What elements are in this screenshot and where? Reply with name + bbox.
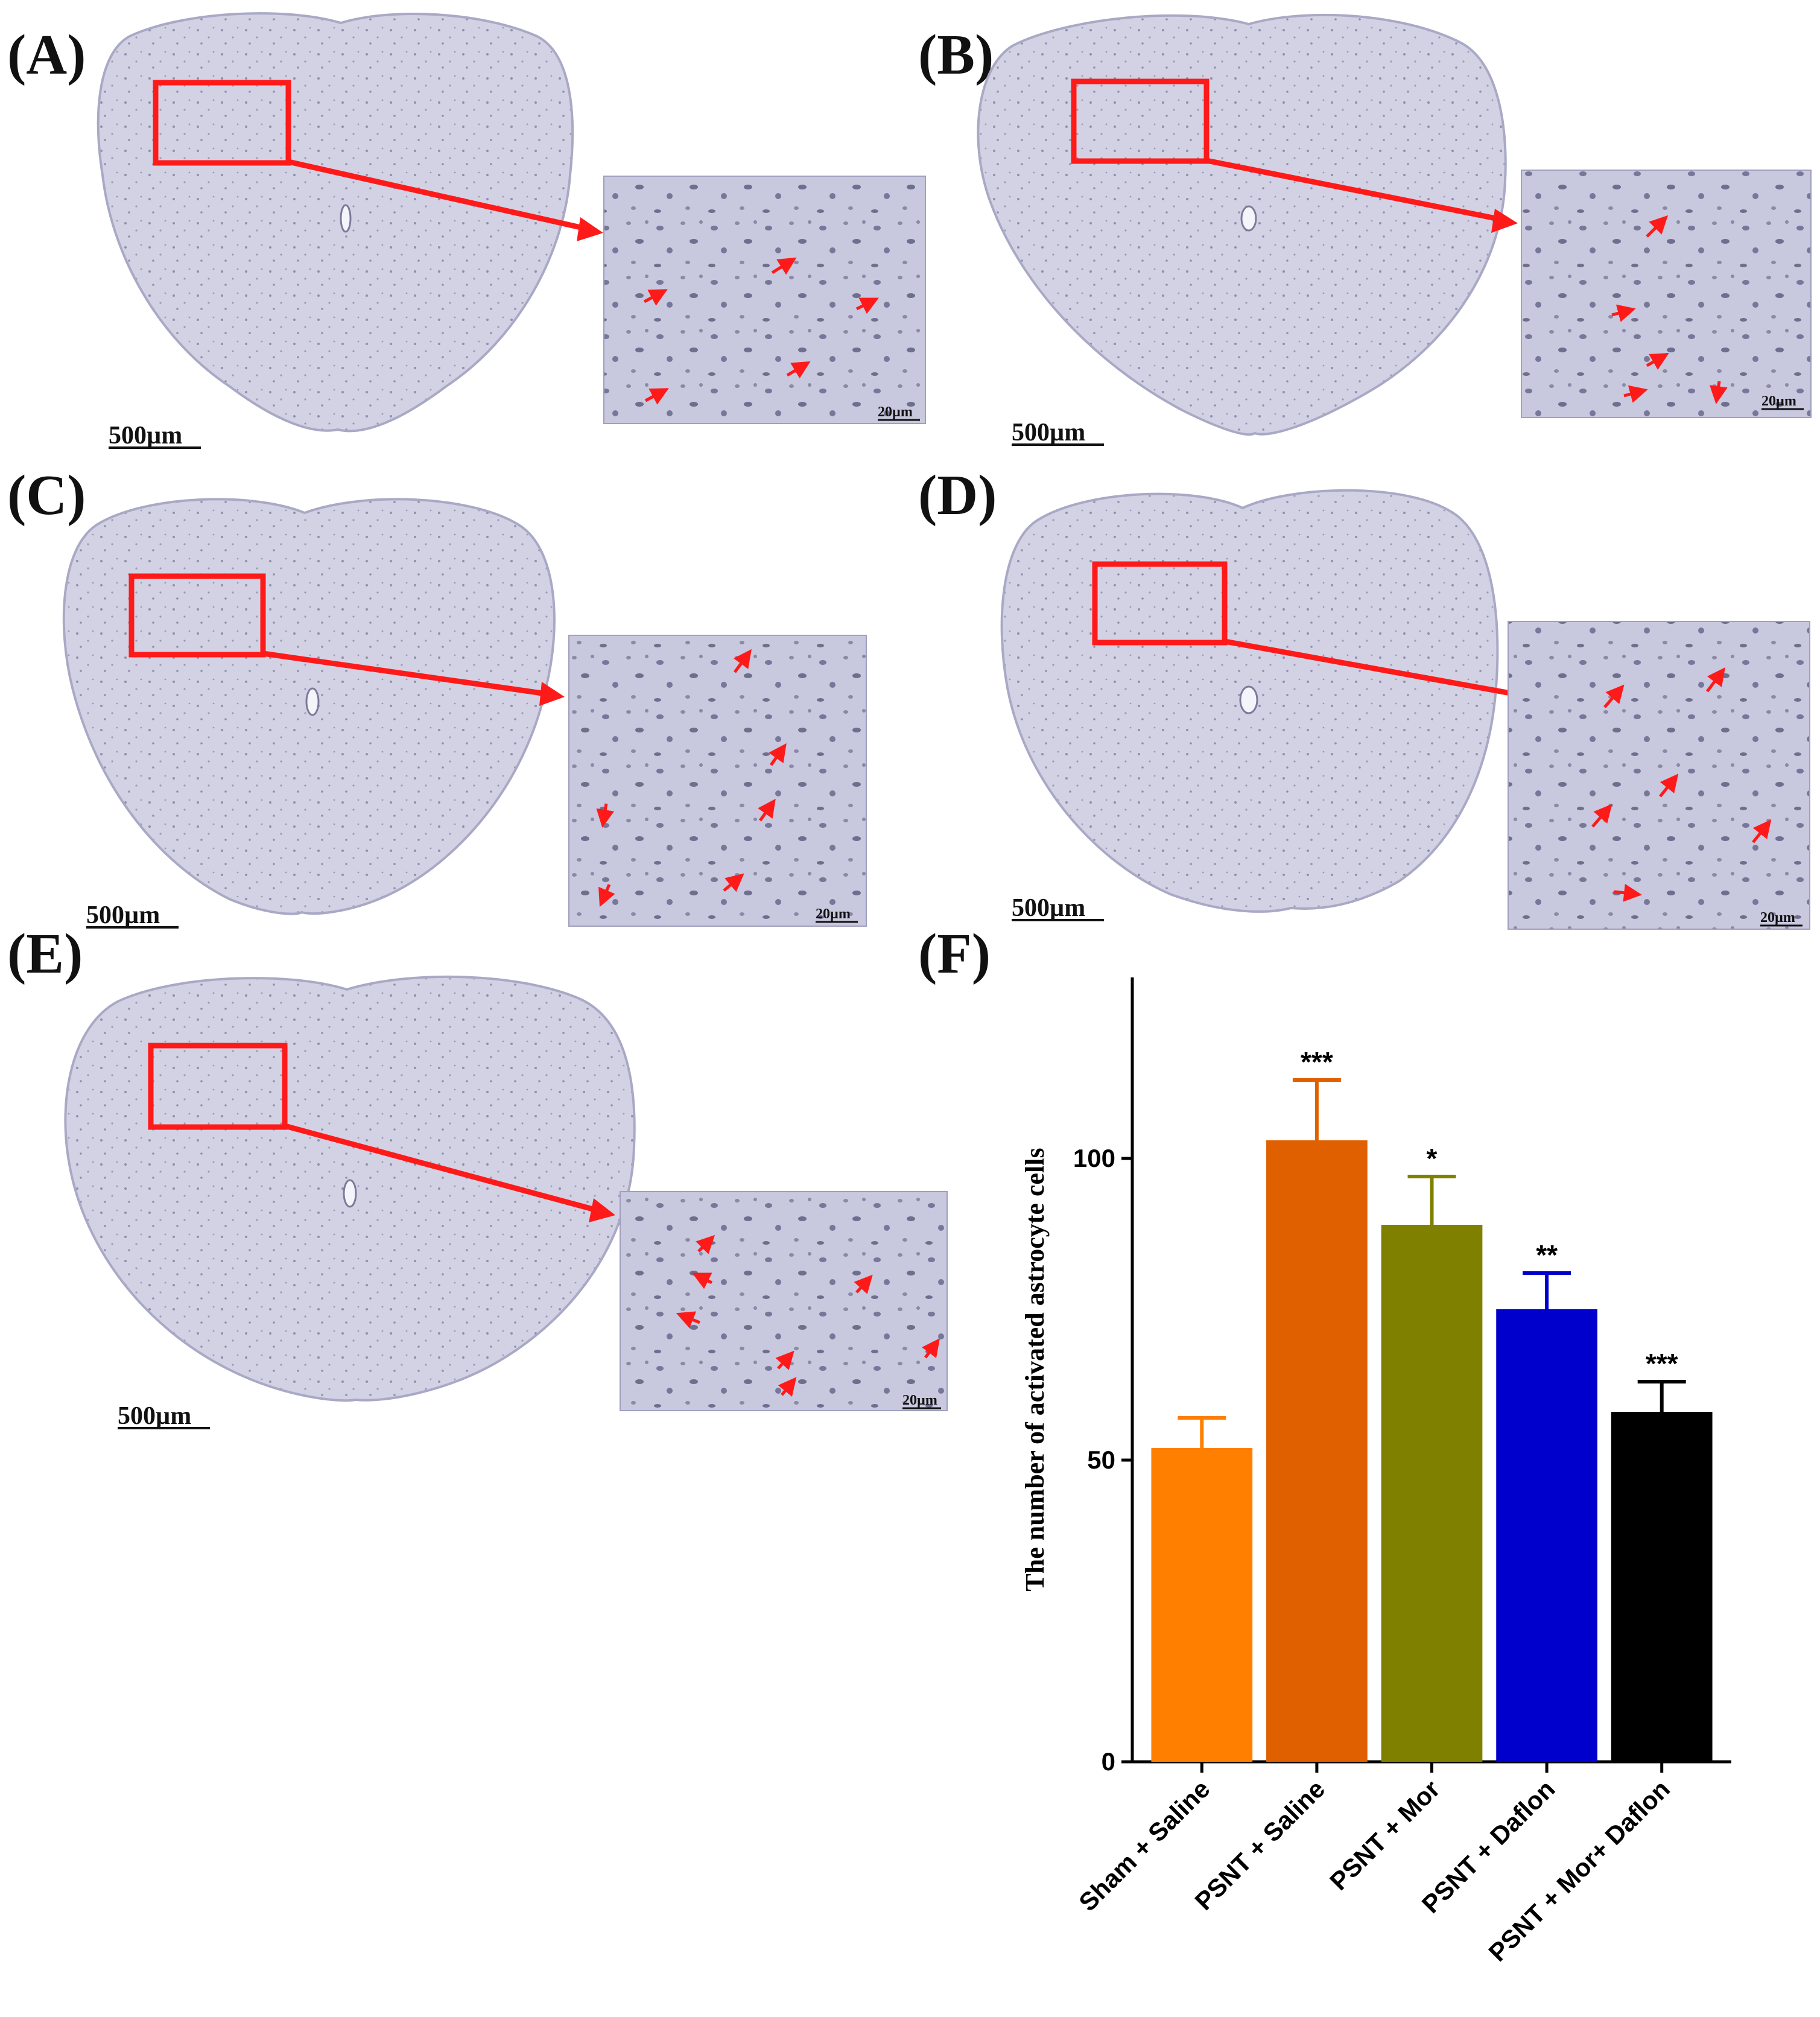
scale-bar-label-a: 500µm xyxy=(109,422,182,449)
bar-chart: 0 50 100 The number of activated astrocyte … xyxy=(1020,977,1731,1967)
inset-scale-label-e: 20µm xyxy=(902,1393,937,1408)
central-canal-b xyxy=(1240,205,1257,232)
significance-label: * xyxy=(1427,1143,1438,1174)
significance-label: *** xyxy=(1301,1046,1333,1078)
bar xyxy=(1266,1140,1368,1762)
scale-bar-label-e: 500µm xyxy=(118,1402,191,1430)
zoom-arrow-e xyxy=(284,1123,607,1216)
spinal-cord-section-a xyxy=(97,12,574,433)
significance-label: ** xyxy=(1536,1239,1558,1271)
panel-label-d: (D) xyxy=(918,464,997,527)
panel-d: (D) 20µm 500µm xyxy=(918,464,1810,930)
panel-label-c: (C) xyxy=(7,464,86,527)
panel-label-e: (E) xyxy=(7,923,83,985)
zoom-arrow-a xyxy=(288,159,595,233)
scale-bar-label-b: 500µm xyxy=(1012,419,1085,446)
panel-a: (A) 20µm 500µm xyxy=(7,12,926,449)
panel-b: (B) 20µm 500µm xyxy=(918,13,1812,446)
inset-scale-label-d: 20µm xyxy=(1760,910,1795,926)
inset-scale-label-c: 20µm xyxy=(816,906,851,922)
central-canal-d xyxy=(1239,685,1258,714)
inset-arrows-c xyxy=(596,649,787,907)
zoom-box-e xyxy=(148,1043,288,1130)
y-tick-label: 0 xyxy=(1102,1747,1115,1776)
scale-bar-label-d: 500µm xyxy=(1012,894,1085,922)
zoom-arrow-c xyxy=(262,650,556,698)
significance-label: *** xyxy=(1646,1348,1678,1379)
panel-f: (F) 0 50 100 The number of activated astroc… xyxy=(918,923,1731,1967)
central-canal-e xyxy=(343,1179,357,1208)
inset-arrows-b xyxy=(1611,215,1728,404)
y-tick-label: 50 xyxy=(1087,1446,1115,1474)
panel-label-f: (F) xyxy=(918,923,991,985)
zoom-box-d xyxy=(1092,561,1228,646)
y-tick-label: 100 xyxy=(1073,1144,1115,1172)
inset-arrows-d xyxy=(1591,667,1772,902)
zoom-arrowhead-c xyxy=(539,682,565,706)
panel-c: (C) 20µm 500µm xyxy=(7,464,867,929)
inset-scale-label-b: 20µm xyxy=(1761,393,1796,409)
panel-label-b: (B) xyxy=(918,24,994,86)
zoom-arrow-b xyxy=(1206,157,1509,224)
inset-e xyxy=(620,1191,948,1411)
zoom-box-b xyxy=(1071,78,1210,164)
panel-e: (E) 20µm 500µm xyxy=(7,923,948,1430)
zoom-arrowhead-a xyxy=(577,217,603,241)
zoom-arrowhead-e xyxy=(589,1198,615,1222)
inset-scale-label-a: 20µm xyxy=(878,404,913,420)
zoom-box-c xyxy=(128,573,266,658)
bar xyxy=(1381,1225,1483,1762)
inset-c xyxy=(568,635,867,927)
inset-a xyxy=(603,176,926,424)
bar xyxy=(1611,1412,1713,1762)
x-tick-label: PSNT + Mor xyxy=(1324,1774,1445,1896)
bar xyxy=(1151,1448,1253,1762)
zoom-box-a xyxy=(153,80,291,166)
inset-arrows-e xyxy=(676,1234,940,1397)
central-canal-a xyxy=(340,204,352,233)
inset-b xyxy=(1521,170,1812,418)
central-canal-c xyxy=(305,687,320,716)
zoom-arrowhead-b xyxy=(1491,209,1518,233)
zoom-arrow-d xyxy=(1224,638,1548,703)
inset-arrows-a xyxy=(643,257,879,405)
inset-d xyxy=(1508,621,1810,930)
scale-bar-label-c: 500µm xyxy=(86,901,160,929)
bar xyxy=(1496,1309,1597,1762)
y-axis-title: The number of activated astrocyte cells xyxy=(1020,1148,1050,1591)
panel-label-a: (A) xyxy=(7,24,86,86)
